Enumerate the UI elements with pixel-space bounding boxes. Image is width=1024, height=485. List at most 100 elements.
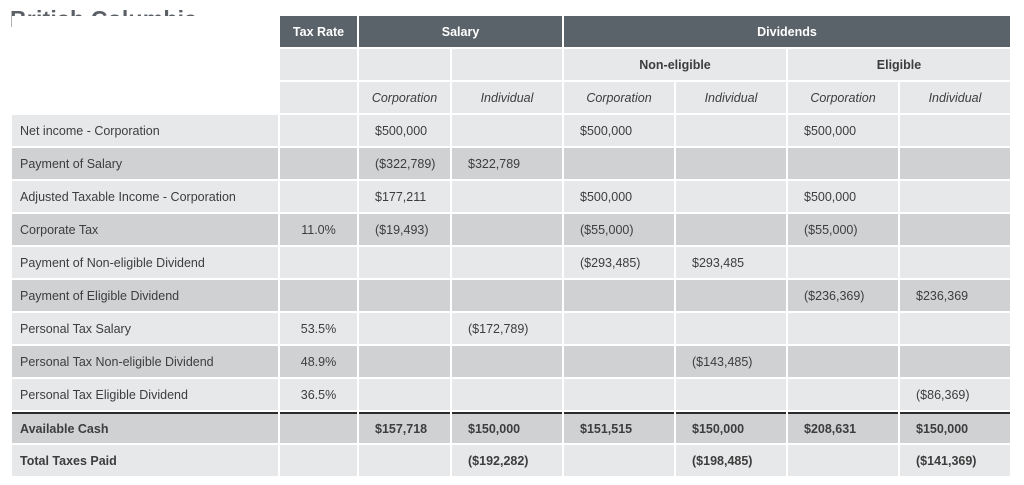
row-label: Net income - Corporation	[12, 115, 278, 146]
row-value-cell	[788, 247, 898, 278]
row-value-cell	[900, 247, 1010, 278]
row-value-cell: ($19,493)	[359, 214, 450, 245]
header-blank-cell	[452, 49, 562, 80]
row-value-cell	[564, 280, 674, 311]
header-dividends: Dividends	[564, 16, 1010, 47]
row-value-cell: ($55,000)	[788, 214, 898, 245]
row-tax-rate: 11.0%	[280, 214, 357, 245]
header-blank-cell	[280, 82, 357, 113]
table-row: Net income - Corporation $500,000 $500,000…	[12, 115, 1010, 146]
row-value-cell: $236,369	[900, 280, 1010, 311]
row-value-cell	[900, 346, 1010, 377]
row-tax-rate	[280, 115, 357, 146]
table-row: Total Taxes Paid ($192,282) ($198,485) ($14…	[12, 445, 1010, 476]
row-value-cell: ($141,369)	[900, 445, 1010, 476]
row-value-cell	[676, 181, 786, 212]
row-value-cell	[788, 346, 898, 377]
row-tax-rate: 48.9%	[280, 346, 357, 377]
row-value-cell	[788, 313, 898, 344]
row-value-cell: $150,000	[900, 412, 1010, 443]
row-value-cell	[452, 346, 562, 377]
row-value-cell	[359, 313, 450, 344]
row-value-cell: $500,000	[564, 181, 674, 212]
row-value-cell: $150,000	[676, 412, 786, 443]
header-spacer	[12, 49, 278, 80]
header-salary: Salary	[359, 16, 562, 47]
row-value-cell	[676, 313, 786, 344]
table-row: Payment of Non-eligible Dividend ($293,48…	[12, 247, 1010, 278]
header-spacer	[12, 16, 278, 47]
row-value-cell	[676, 379, 786, 410]
row-value-cell	[452, 247, 562, 278]
row-value-cell	[564, 379, 674, 410]
header-nonelig-corporation: Corporation	[564, 82, 674, 113]
table-row: Personal Tax Non-eligible Dividend 48.9% (…	[12, 346, 1010, 377]
row-label: Personal Tax Eligible Dividend	[12, 379, 278, 410]
row-tax-rate	[280, 412, 357, 443]
row-label: Personal Tax Non-eligible Dividend	[12, 346, 278, 377]
row-value-cell	[359, 379, 450, 410]
row-tax-rate	[280, 280, 357, 311]
row-label: Payment of Non-eligible Dividend	[12, 247, 278, 278]
row-tax-rate	[280, 148, 357, 179]
header-eligible: Eligible	[788, 49, 1010, 80]
row-tax-rate	[280, 247, 357, 278]
row-tax-rate: 36.5%	[280, 379, 357, 410]
row-value-cell: ($86,369)	[900, 379, 1010, 410]
row-value-cell	[788, 148, 898, 179]
header-blank-cell	[359, 49, 450, 80]
header-elig-corporation: Corporation	[788, 82, 898, 113]
row-value-cell: ($236,369)	[788, 280, 898, 311]
row-value-cell: ($198,485)	[676, 445, 786, 476]
row-value-cell	[900, 115, 1010, 146]
row-value-cell	[900, 313, 1010, 344]
row-value-cell	[452, 280, 562, 311]
row-value-cell	[564, 148, 674, 179]
row-value-cell	[452, 379, 562, 410]
row-value-cell	[900, 181, 1010, 212]
row-tax-rate	[280, 181, 357, 212]
header-spacer	[12, 82, 278, 113]
row-label: Payment of Eligible Dividend	[12, 280, 278, 311]
row-label: Adjusted Taxable Income - Corporation	[12, 181, 278, 212]
row-value-cell: $150,000	[452, 412, 562, 443]
row-value-cell	[676, 148, 786, 179]
row-value-cell	[359, 280, 450, 311]
row-value-cell	[359, 247, 450, 278]
row-value-cell	[788, 445, 898, 476]
row-value-cell: ($55,000)	[564, 214, 674, 245]
header-nonelig-individual: Individual	[676, 82, 786, 113]
row-value-cell: $500,000	[788, 181, 898, 212]
row-value-cell: $500,000	[788, 115, 898, 146]
table-row: Corporate Tax 11.0% ($19,493) ($55,000) ($55…	[12, 214, 1010, 245]
row-label: Available Cash	[12, 412, 278, 443]
row-value-cell	[564, 346, 674, 377]
header-non-eligible: Non-eligible	[564, 49, 786, 80]
row-value-cell	[452, 214, 562, 245]
tax-comparison-table: Tax Rate Salary Dividends Non-eligible E…	[10, 14, 1012, 478]
header-salary-corporation: Corporation	[359, 82, 450, 113]
table-row: Adjusted Taxable Income - Corporation $17…	[12, 181, 1010, 212]
row-value-cell: ($322,789)	[359, 148, 450, 179]
row-value-cell: $322,789	[452, 148, 562, 179]
table-row: Payment of Eligible Dividend ($236,369) $2…	[12, 280, 1010, 311]
row-value-cell	[900, 214, 1010, 245]
row-value-cell: ($192,282)	[452, 445, 562, 476]
row-value-cell: $208,631	[788, 412, 898, 443]
row-value-cell: ($172,789)	[452, 313, 562, 344]
row-tax-rate: 53.5%	[280, 313, 357, 344]
row-value-cell	[676, 115, 786, 146]
row-value-cell	[452, 181, 562, 212]
row-value-cell: $157,718	[359, 412, 450, 443]
row-value-cell	[452, 115, 562, 146]
row-value-cell	[900, 148, 1010, 179]
row-value-cell: $500,000	[564, 115, 674, 146]
header-elig-individual: Individual	[900, 82, 1010, 113]
table-row: Payment of Salary ($322,789) $322,789	[12, 148, 1010, 179]
row-label: Payment of Salary	[12, 148, 278, 179]
row-value-cell	[564, 313, 674, 344]
row-value-cell	[788, 379, 898, 410]
row-value-cell: $151,515	[564, 412, 674, 443]
table-row: Personal Tax Eligible Dividend 36.5% ($86,…	[12, 379, 1010, 410]
row-label: Corporate Tax	[12, 214, 278, 245]
